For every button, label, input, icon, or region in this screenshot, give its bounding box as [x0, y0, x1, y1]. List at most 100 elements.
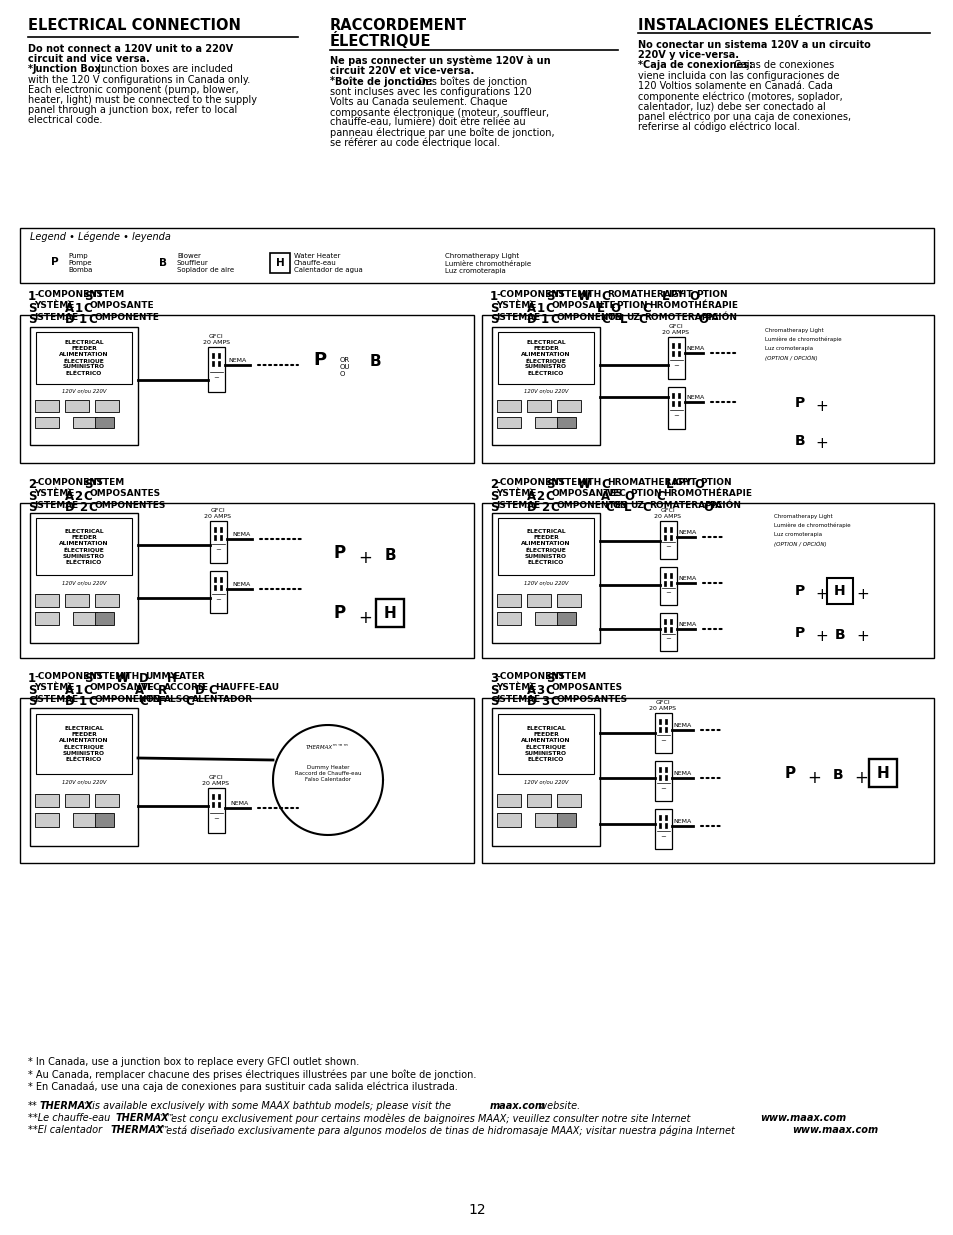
Text: panel eléctrico por una caja de conexiones,: panel eléctrico por una caja de conexion… — [638, 111, 850, 122]
Text: *: * — [638, 61, 642, 70]
Text: GFCI
20 AMPS: GFCI 20 AMPS — [202, 776, 230, 785]
Text: OMPOSANTES: OMPOSANTES — [556, 695, 627, 704]
Bar — [659, 823, 660, 827]
Text: +: + — [855, 587, 868, 601]
Text: ~: ~ — [673, 363, 679, 369]
Bar — [527, 794, 551, 808]
Bar — [667, 387, 684, 429]
Text: 120V or/ou 220V: 120V or/ou 220V — [62, 580, 106, 585]
Text: panel through a junction box, refer to local: panel through a junction box, refer to l… — [28, 105, 237, 115]
Text: C: C — [638, 312, 646, 326]
Bar — [36, 714, 132, 774]
Bar — [659, 613, 677, 651]
Text: NEMA: NEMA — [232, 582, 250, 587]
Text: 220V y vice-versa.: 220V y vice-versa. — [638, 51, 739, 61]
Text: E: E — [71, 501, 77, 510]
Bar — [557, 400, 580, 412]
Bar — [65, 794, 89, 808]
Text: E: E — [596, 301, 604, 315]
Text: circuit 220V et vice-versa.: circuit 220V et vice-versa. — [330, 67, 474, 77]
Text: (OPTION / OPCIÓN): (OPTION / OPCIÓN) — [773, 541, 825, 547]
Text: -COMPONENT: -COMPONENT — [34, 478, 103, 487]
Text: ROMATERAPIA: ROMATERAPIA — [648, 501, 721, 510]
Text: B: B — [384, 547, 395, 562]
Circle shape — [702, 398, 710, 406]
Text: Water Heater
Chauffe-eau
Calentador de agua: Water Heater Chauffe-eau Calentador de a… — [294, 253, 362, 273]
Text: * En Canadaá, use una caja de conexiones para sustituir cada salida eléctrica il: * En Canadaá, use una caja de conexiones… — [28, 1081, 457, 1092]
Text: ™™: ™™ — [159, 1113, 175, 1123]
Bar — [655, 761, 671, 802]
Text: 2: 2 — [536, 489, 544, 503]
Text: **El calentador: **El calentador — [28, 1125, 105, 1135]
Text: ELECTRICAL
FEEDER
ALIMENTATION
ÉLECTRIQUE
SUMINISTRO
ELÉCTRICO: ELECTRICAL FEEDER ALIMENTATION ÉLECTRIQU… — [59, 340, 109, 375]
Text: W: W — [578, 290, 591, 303]
Text: C: C — [88, 501, 97, 514]
Text: est conçu exclusivement pour certains modèles de baignoires MAAX; veuillez consu: est conçu exclusivement pour certains mo… — [168, 1113, 693, 1124]
Text: ~: ~ — [213, 375, 219, 380]
Text: +: + — [814, 399, 827, 414]
Text: C: C — [209, 683, 217, 697]
Bar — [95, 813, 114, 826]
Bar — [655, 809, 671, 848]
Text: OMPOSANTE: OMPOSANTE — [90, 301, 154, 310]
Bar — [497, 400, 520, 412]
Text: D: D — [527, 312, 537, 326]
Bar — [310, 799, 346, 805]
Text: YSTÈME: YSTÈME — [496, 489, 536, 499]
Text: P: P — [334, 604, 346, 622]
Text: PTION: PTION — [700, 478, 731, 487]
Text: S: S — [490, 301, 498, 315]
Text: S: S — [28, 695, 36, 708]
Bar — [672, 401, 673, 406]
Bar — [670, 527, 671, 532]
Text: *: * — [28, 64, 33, 74]
Text: ELECTRICAL CONNECTION: ELECTRICAL CONNECTION — [28, 19, 240, 33]
Bar — [535, 611, 558, 625]
Text: W: W — [578, 478, 591, 492]
Text: R: R — [157, 683, 167, 697]
Text: 1: 1 — [74, 301, 82, 315]
Bar — [659, 727, 660, 732]
Text: B: B — [369, 354, 380, 369]
Bar — [659, 815, 660, 820]
Text: C: C — [185, 695, 194, 708]
Text: D: D — [65, 312, 74, 326]
Bar — [65, 594, 89, 606]
Bar — [664, 619, 665, 624]
Bar — [270, 253, 290, 273]
Text: *: * — [330, 77, 335, 86]
Bar — [208, 788, 225, 832]
Text: NEMA: NEMA — [685, 395, 703, 400]
Text: À: À — [527, 683, 536, 697]
Text: D: D — [527, 695, 537, 708]
Bar — [35, 400, 59, 412]
Text: H: H — [383, 605, 395, 620]
Text: C: C — [545, 683, 554, 697]
Bar — [72, 416, 96, 429]
Text: ISTEMA: ISTEMA — [34, 695, 72, 704]
Text: ELECTRICAL
FEEDER
ALIMENTATION
ÉLECTRIQUE
SUMINISTRO
ELÉCTRICO: ELECTRICAL FEEDER ALIMENTATION ÉLECTRIQU… — [59, 529, 109, 564]
Text: A: A — [134, 683, 144, 697]
Text: À: À — [527, 301, 536, 315]
Text: 3: 3 — [490, 672, 497, 685]
Text: PTION: PTION — [695, 290, 726, 299]
Bar — [670, 627, 671, 632]
Bar — [72, 611, 96, 625]
Text: YSTEM: YSTEM — [552, 672, 585, 680]
Text: HROMOTHÉRAPIE: HROMOTHÉRAPIE — [662, 489, 751, 499]
Text: YSTEM: YSTEM — [90, 290, 124, 299]
Text: NEMA: NEMA — [685, 346, 703, 351]
Text: OMPOSANTE: OMPOSANTE — [551, 301, 616, 310]
Text: GFCI
20 AMPS: GFCI 20 AMPS — [661, 325, 689, 335]
Text: S: S — [490, 489, 498, 503]
Bar — [672, 343, 673, 348]
Text: NEMA: NEMA — [678, 530, 696, 535]
Circle shape — [692, 774, 700, 782]
Bar — [214, 535, 215, 540]
Bar — [210, 521, 227, 563]
Text: YSTEM: YSTEM — [90, 478, 124, 487]
Text: +: + — [357, 550, 372, 567]
Text: with the 120 V configurations in Canada only.: with the 120 V configurations in Canada … — [28, 74, 250, 85]
Text: C: C — [642, 501, 651, 514]
Text: ~: ~ — [659, 834, 666, 840]
